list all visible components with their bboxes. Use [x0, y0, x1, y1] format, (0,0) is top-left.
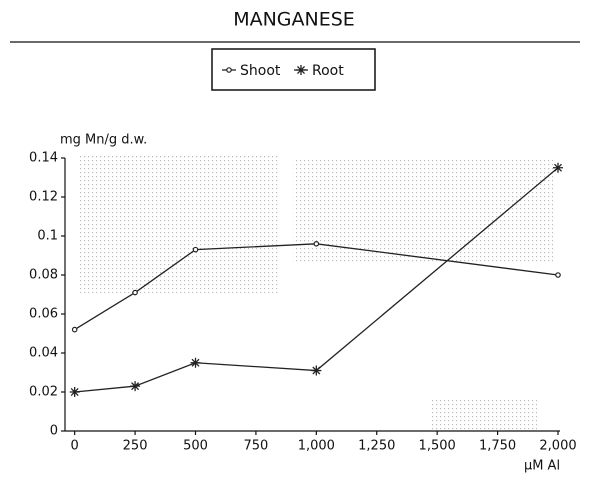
x-tick-label: 0	[71, 439, 79, 454]
x-tick-label: 1,750	[479, 439, 516, 454]
y-tick-label: 0.08	[29, 268, 58, 283]
y-axis-label: mg Mn/g d.w.	[60, 133, 147, 148]
point	[553, 162, 563, 173]
y-tick-label: 0.12	[29, 190, 58, 205]
point	[311, 365, 322, 376]
x-tick-label: 500	[183, 439, 208, 454]
legend-box	[211, 48, 376, 91]
background-texture	[78, 155, 278, 293]
point	[555, 272, 561, 278]
point	[296, 65, 306, 75]
x-tick-label: 1,000	[298, 439, 335, 454]
point	[71, 326, 78, 333]
point	[190, 357, 201, 368]
y-tick-label: 0.14	[29, 151, 58, 166]
x-tick-label: 250	[123, 439, 148, 454]
point	[69, 387, 80, 397]
legend-label: Root	[312, 63, 344, 79]
chart-title: MANGANESE	[233, 9, 355, 31]
x-tick-label: 2,000	[539, 439, 576, 454]
x-tick-label: 1,250	[358, 439, 395, 454]
background-texture	[293, 158, 553, 263]
point	[313, 241, 320, 247]
point	[132, 289, 138, 296]
y-tick-label: 0	[50, 424, 58, 439]
y-tick-label: 0.04	[29, 346, 58, 361]
y-tick-label: 0.1	[37, 229, 58, 244]
point	[226, 67, 232, 73]
point	[192, 246, 199, 253]
y-tick-label: 0.02	[29, 385, 58, 400]
point	[130, 381, 141, 392]
y-tick-label: 0.06	[29, 307, 58, 322]
background-texture	[432, 398, 537, 431]
x-tick-label: 750	[244, 439, 269, 454]
legend-label: Shoot	[240, 63, 281, 79]
x-tick-label: 1,500	[419, 439, 456, 454]
x-axis-label: μM Al	[524, 459, 560, 474]
